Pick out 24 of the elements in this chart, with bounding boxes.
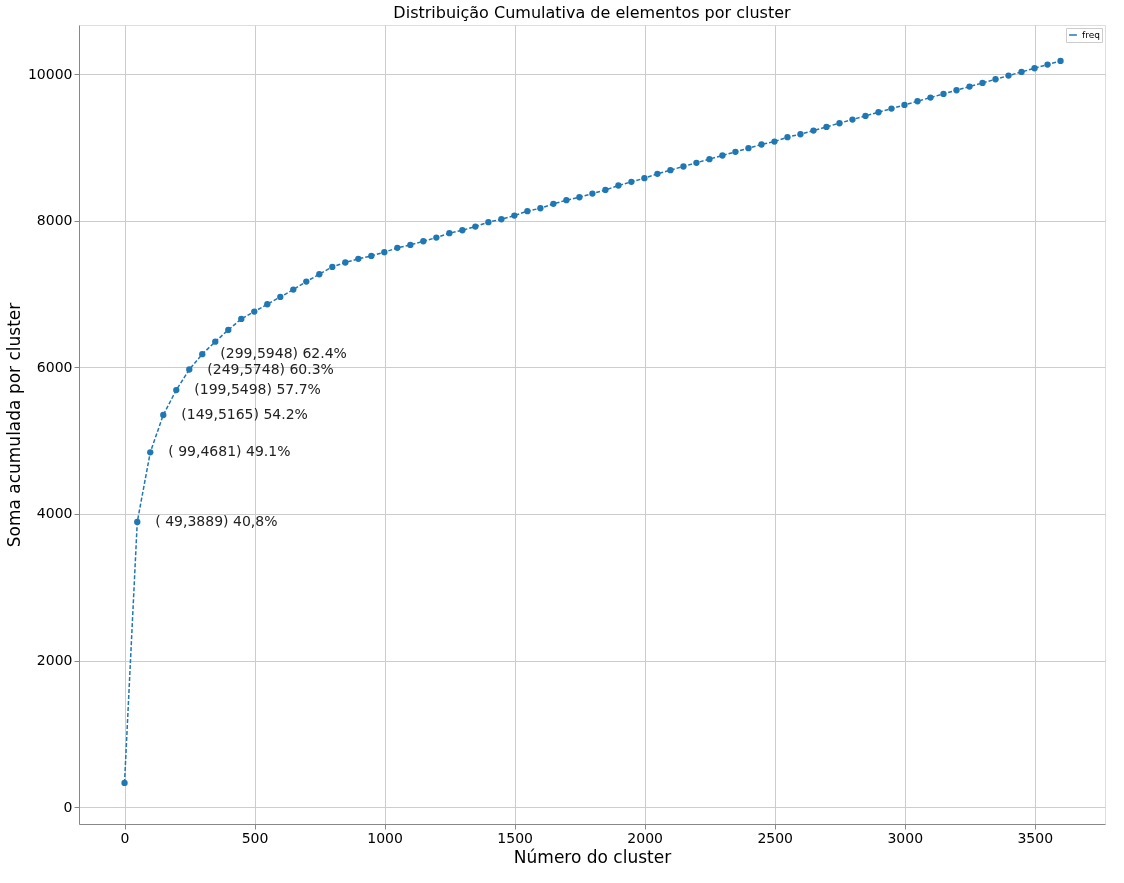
y-tick-label: 6000 — [36, 358, 73, 375]
chart-title: Distribuição Cumulativa de elementos por cluster — [393, 3, 792, 22]
y-tick-label: 10000 — [27, 65, 73, 82]
y-tick-label: 4000 — [36, 505, 73, 522]
y-tick-label: 8000 — [36, 212, 73, 229]
x-tick-label: 0 — [120, 829, 130, 846]
annotation: (299,5948) 62.4% — [220, 345, 347, 362]
x-tick-label: 3000 — [887, 829, 924, 846]
annotation: (249,5748) 60.3% — [207, 360, 334, 377]
annotation: ( 49,3889) 40,8% — [155, 512, 278, 529]
annotation: (149,5165) 54.2% — [181, 405, 308, 422]
x-axis-title: Número do cluster — [513, 846, 672, 867]
legend-label: freq — [1082, 30, 1100, 40]
y-tick-label: 0 — [63, 798, 73, 815]
annotation: (199,5498) 57.7% — [194, 381, 321, 398]
annotation: ( 99,4681) 49.1% — [168, 443, 291, 460]
y-axis-title: Soma acumulada por cluster — [3, 302, 24, 548]
x-tick-label: 3500 — [1017, 829, 1054, 846]
x-tick-label: 1500 — [497, 829, 533, 846]
x-tick-label: 2000 — [627, 829, 663, 846]
x-tick-label: 500 — [241, 829, 269, 846]
x-tick-label: 2500 — [757, 829, 794, 846]
x-tick-label: 1000 — [367, 829, 403, 846]
y-tick-label: 2000 — [36, 652, 73, 669]
